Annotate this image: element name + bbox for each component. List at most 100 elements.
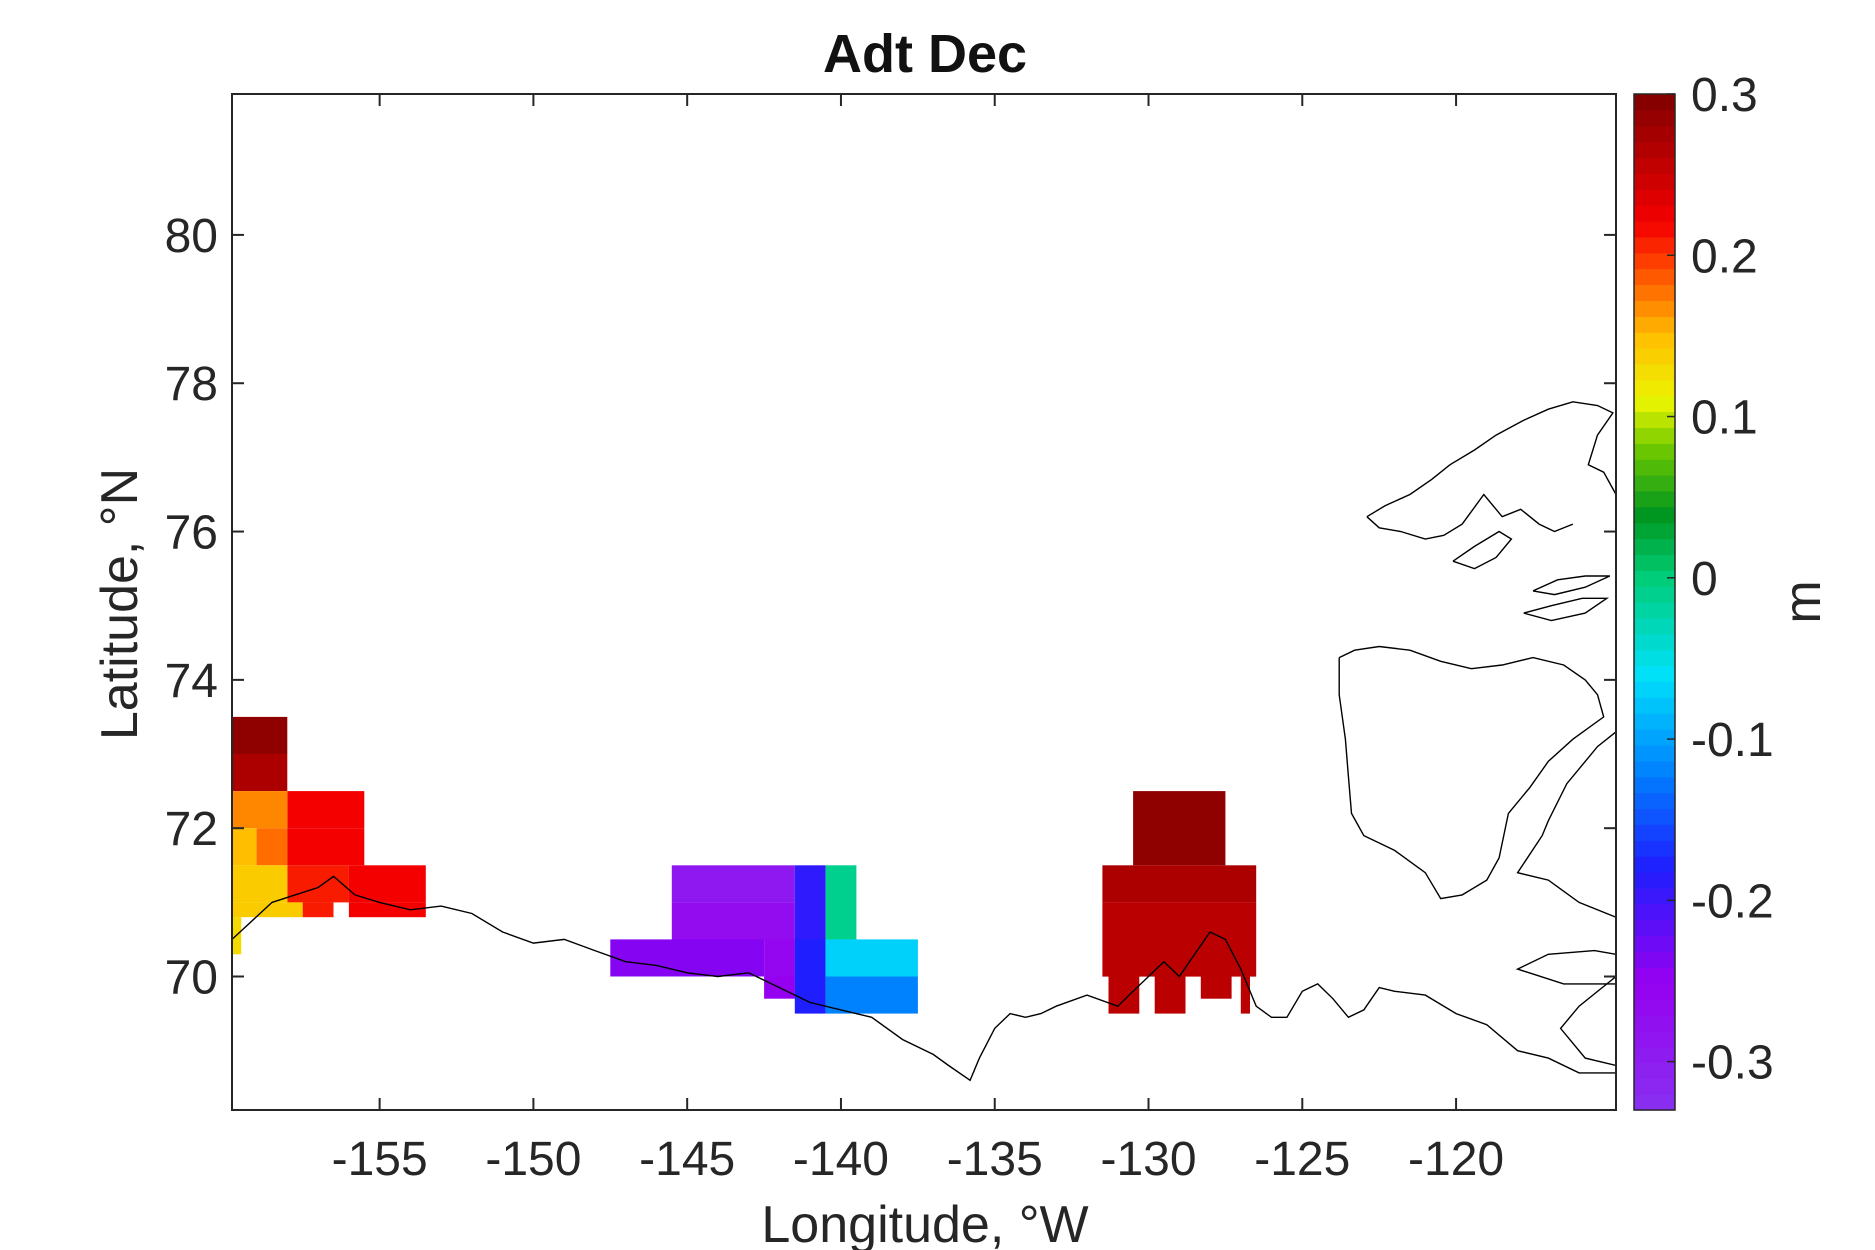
colorbar-segment bbox=[1634, 570, 1675, 587]
heatmap-cell bbox=[232, 917, 242, 955]
heatmap-cell bbox=[1240, 976, 1250, 1014]
colorbar-segment bbox=[1634, 697, 1675, 714]
colorbar-tick-label: -0.1 bbox=[1691, 714, 1774, 767]
colorbar-segment bbox=[1634, 760, 1675, 778]
colorbar-segment bbox=[1634, 919, 1675, 936]
colorbar-segment bbox=[1634, 522, 1675, 540]
x-tick-label: -135 bbox=[947, 1133, 1043, 1186]
colorbar-segment bbox=[1634, 300, 1675, 317]
colorbar-segment bbox=[1634, 729, 1675, 746]
coastline bbox=[1366, 401, 1616, 518]
colorbar-box bbox=[1633, 93, 1676, 1111]
heatmap-cell bbox=[1200, 976, 1232, 999]
colorbar-tick-label: 0.3 bbox=[1691, 69, 1758, 122]
coastline bbox=[1515, 949, 1616, 985]
x-tick-label: -150 bbox=[485, 1133, 581, 1186]
heatmap-cell bbox=[794, 865, 826, 940]
colorbar-segment bbox=[1634, 395, 1675, 413]
heatmap-cell bbox=[256, 828, 288, 866]
colorbar-segment bbox=[1634, 602, 1675, 619]
colorbar-segment bbox=[1634, 173, 1675, 190]
colorbar-segment bbox=[1634, 1094, 1675, 1111]
heatmap-cell bbox=[671, 865, 795, 903]
colorbar-segment bbox=[1634, 316, 1675, 333]
heatmap-cell bbox=[671, 902, 795, 940]
colorbar-segment bbox=[1634, 824, 1675, 841]
colorbar-segment bbox=[1634, 887, 1675, 905]
colorbar-segment bbox=[1634, 427, 1675, 444]
colorbar-segment bbox=[1634, 379, 1675, 397]
colorbar-segment bbox=[1634, 998, 1675, 1016]
colorbar-segment bbox=[1634, 617, 1675, 635]
coastline bbox=[1516, 731, 1616, 918]
colorbar-segment bbox=[1634, 205, 1675, 222]
colorbar-tick-label: 0.2 bbox=[1691, 230, 1758, 283]
colorbar-segment bbox=[1634, 554, 1675, 571]
x-axis: -155 -150 -145 -140 -135 -130 -125 -120 bbox=[332, 94, 1504, 1186]
heatmap-cell bbox=[232, 902, 303, 918]
colorbar-segment bbox=[1634, 967, 1675, 984]
y-tick-label: 74 bbox=[165, 655, 218, 708]
colorbar-segment bbox=[1634, 538, 1675, 555]
colorbar-segment bbox=[1634, 252, 1675, 270]
heatmap-cell bbox=[825, 939, 918, 977]
heatmap-cell bbox=[1133, 791, 1226, 866]
colorbar-segment bbox=[1634, 808, 1675, 825]
heatmap-cell bbox=[1102, 865, 1257, 903]
coastline bbox=[1523, 597, 1610, 622]
colorbar-segment bbox=[1634, 903, 1675, 921]
heatmap-cell bbox=[232, 865, 288, 903]
x-tick-label: -125 bbox=[1254, 1133, 1350, 1186]
colorbar-segment bbox=[1634, 125, 1675, 143]
heatmap-cell bbox=[232, 754, 288, 792]
y-tick-label: 70 bbox=[165, 952, 218, 1005]
colorbar-segment bbox=[1634, 935, 1675, 952]
colorbar-segment bbox=[1634, 221, 1675, 238]
heatmap-cell bbox=[232, 828, 257, 866]
colorbar-segment bbox=[1634, 776, 1675, 794]
colorbar-segment bbox=[1634, 633, 1675, 651]
heatmap-cell bbox=[825, 865, 857, 940]
coastline bbox=[1559, 975, 1616, 1067]
colorbar-tick-label: 0 bbox=[1691, 553, 1718, 606]
heatmap-cell bbox=[610, 939, 765, 977]
y-tick-label: 72 bbox=[165, 803, 218, 856]
x-tick-label: -145 bbox=[639, 1133, 735, 1186]
heatmap-cell bbox=[1154, 976, 1186, 1014]
coastline bbox=[1452, 530, 1513, 570]
colorbar-tick-label: -0.3 bbox=[1691, 1037, 1774, 1090]
colorbar-segment bbox=[1634, 411, 1675, 428]
colorbar-segment bbox=[1634, 189, 1675, 206]
colorbar-segment bbox=[1634, 94, 1675, 111]
colorbar-segment bbox=[1634, 792, 1675, 809]
heatmap-cell bbox=[287, 828, 365, 866]
colorbar-segment bbox=[1634, 586, 1675, 603]
heatmap-cell bbox=[1108, 976, 1140, 1014]
colorbar-segment bbox=[1634, 840, 1675, 857]
colorbar-segment bbox=[1634, 348, 1675, 365]
colorbar-segment bbox=[1634, 871, 1675, 889]
colorbar-segment bbox=[1634, 951, 1675, 968]
colorbar-tick-label: -0.2 bbox=[1691, 875, 1774, 928]
colorbar-segment bbox=[1634, 284, 1675, 301]
coastline bbox=[1338, 645, 1605, 900]
axes-box bbox=[231, 93, 1617, 1111]
heatmap-cell bbox=[1102, 902, 1257, 977]
heatmap-cell bbox=[232, 791, 288, 829]
colorbar-segment bbox=[1634, 490, 1675, 508]
colorbar-segment bbox=[1634, 157, 1675, 174]
colorbar-segment bbox=[1634, 109, 1675, 127]
x-tick-label: -140 bbox=[793, 1133, 889, 1186]
colorbar-segment bbox=[1634, 1046, 1675, 1063]
x-axis-label: Longitude, °W bbox=[761, 1196, 1088, 1250]
colorbar-segment bbox=[1634, 983, 1675, 1000]
heatmap-cell bbox=[825, 976, 918, 1014]
colorbar-segment bbox=[1634, 459, 1675, 476]
heatmap-cell bbox=[232, 716, 288, 754]
x-tick-label: -120 bbox=[1408, 1133, 1504, 1186]
colorbar: 0.3 0.2 0.1 0 -0.1 -0.2 -0.3 bbox=[1633, 69, 1774, 1111]
heatmap-cell bbox=[302, 902, 334, 918]
colorbar-segment bbox=[1634, 363, 1675, 381]
y-tick-label: 80 bbox=[165, 210, 218, 263]
